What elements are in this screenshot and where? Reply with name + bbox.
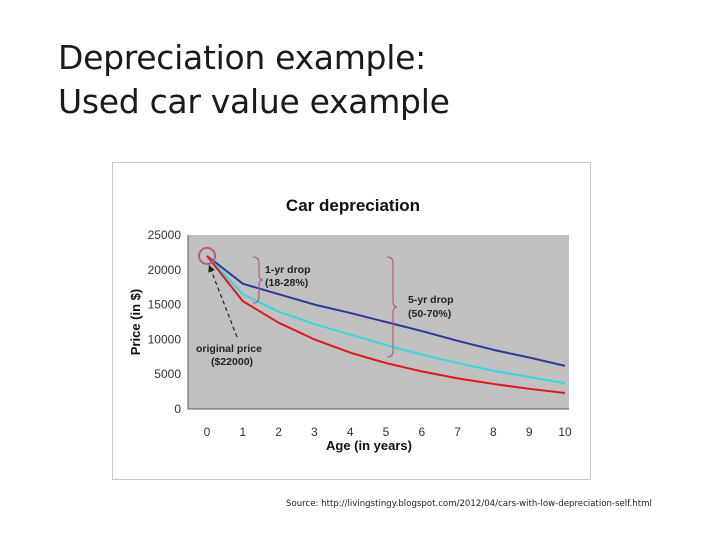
x-tick-label: 7 — [454, 425, 461, 439]
five-year-drop-range: (50-70%) — [408, 308, 451, 320]
chart-title: Car depreciation — [286, 196, 420, 215]
five-year-drop-label: 5-yr drop — [408, 294, 454, 306]
source-citation: Source: http://livingstingy.blogspot.com… — [286, 499, 652, 509]
original-price-arrow — [208, 264, 238, 338]
y-tick-label: 25000 — [148, 228, 182, 242]
x-tick-label: 6 — [418, 425, 425, 439]
slide-title: Depreciation example: Used car value exa… — [58, 36, 698, 124]
title-line-2: Used car value example — [58, 82, 450, 121]
series-line-3 — [206, 255, 566, 394]
x-tick-labels: 0 1 2 3 4 5 6 7 8 9 10 — [204, 425, 572, 439]
x-tick-label: 1 — [239, 425, 246, 439]
y-tick-labels: 0 5000 10000 15000 20000 25000 — [148, 228, 182, 416]
x-tick-label: 2 — [275, 425, 282, 439]
x-tick-label: 4 — [347, 425, 354, 439]
original-price-arrowhead — [208, 264, 215, 273]
y-tick-label: 20000 — [148, 263, 182, 277]
y-tick-label: 0 — [174, 402, 181, 416]
x-tick-label: 10 — [558, 425, 572, 439]
five-year-drop-brace — [386, 256, 398, 358]
plot-area — [188, 235, 569, 409]
y-tick-label: 5000 — [154, 367, 181, 381]
y-tick-label: 15000 — [148, 298, 182, 312]
original-price-value: ($22000) — [211, 356, 253, 368]
x-tick-label: 3 — [311, 425, 318, 439]
car-depreciation-chart: Car depreciation 05000100001500020000250… — [128, 196, 572, 453]
chart-frame: Car depreciation 0 5000 10000 15000 20000 250… — [112, 162, 591, 480]
x-tick-label: 5 — [383, 425, 390, 439]
series-line-1 — [206, 255, 566, 367]
series-lines — [206, 255, 566, 394]
x-axis-label: Age (in years) — [326, 438, 412, 453]
y-tick-label: 10000 — [148, 332, 182, 346]
x-tick-label: 9 — [526, 425, 533, 439]
one-year-drop-range: (18-28%) — [265, 277, 308, 289]
one-year-drop-label: 1-yr drop — [265, 264, 311, 276]
y-axis-label: Price (in $) — [128, 289, 143, 355]
one-year-drop-brace — [252, 256, 264, 304]
x-tick-label: 0 — [204, 425, 211, 439]
series-line-2 — [206, 255, 566, 385]
x-tick-label: 8 — [490, 425, 497, 439]
original-price-marker — [198, 246, 216, 265]
original-price-label: original price — [196, 343, 262, 355]
title-line-1: Depreciation example: — [58, 38, 426, 77]
